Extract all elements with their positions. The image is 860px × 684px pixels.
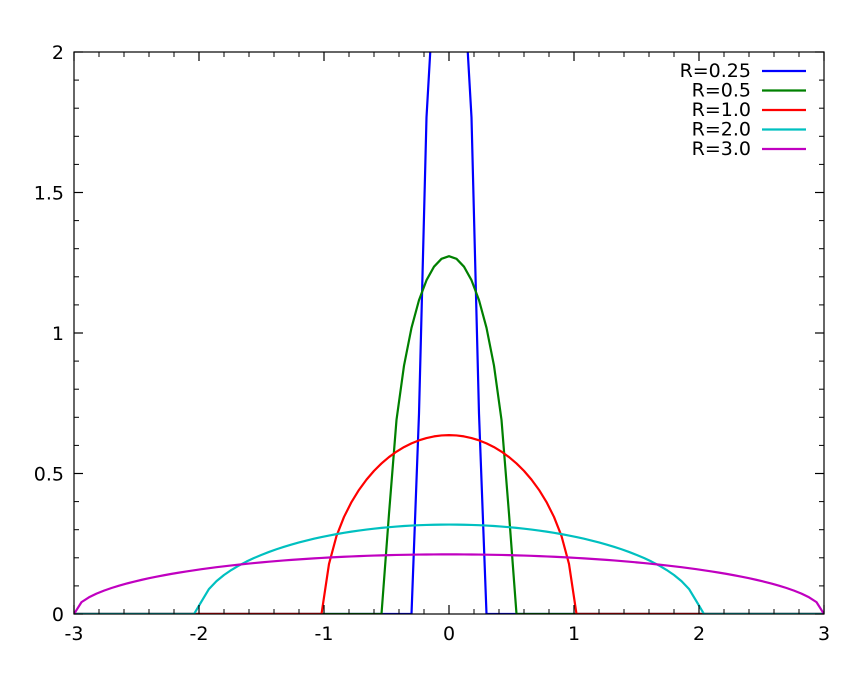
x-tick-label: -1 xyxy=(315,623,334,645)
y-tick-label: 0.5 xyxy=(34,464,64,486)
x-tick-label: 3 xyxy=(818,623,830,645)
legend-label: R=3.0 xyxy=(692,138,751,160)
axis-ticks: -3 -2 -1 0 1 2 3 0 0.5 1 1.5 2 xyxy=(34,42,830,645)
series-line-3 xyxy=(74,523,824,614)
x-tick-label: -3 xyxy=(65,623,84,645)
y-tick-label: 1.5 xyxy=(34,183,64,205)
legend-label: R=1.0 xyxy=(692,99,751,121)
series-line-4 xyxy=(74,553,824,614)
legend-label: R=0.5 xyxy=(692,80,751,102)
legend-label: R=0.25 xyxy=(680,60,751,82)
x-tick-label: 2 xyxy=(693,623,705,645)
x-tick-label: 0 xyxy=(443,623,455,645)
x-tick-label: -2 xyxy=(190,623,209,645)
x-tick-label: 1 xyxy=(568,623,580,645)
series-line-1 xyxy=(74,255,824,614)
legend-label: R=2.0 xyxy=(692,119,751,141)
y-tick-label: 0 xyxy=(52,604,64,626)
series-line-2 xyxy=(74,434,824,614)
y-tick-label: 2 xyxy=(52,42,64,64)
legend: R=0.25R=0.5R=1.0R=2.0R=3.0 xyxy=(680,60,806,160)
y-tick-label: 1 xyxy=(52,323,64,345)
